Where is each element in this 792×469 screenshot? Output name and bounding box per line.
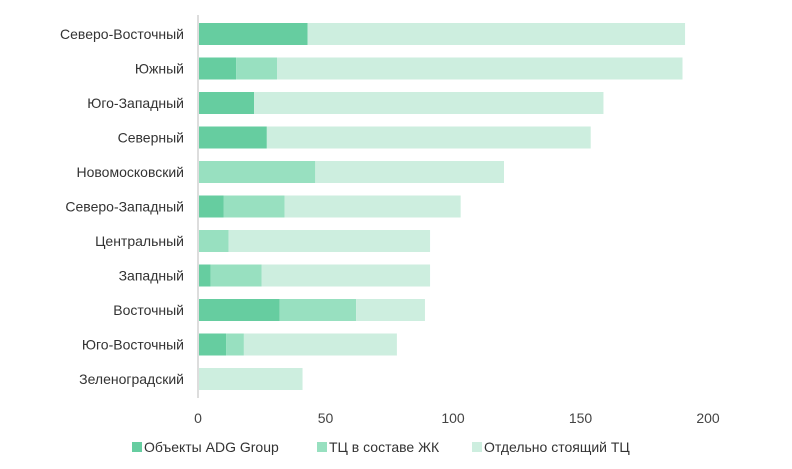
category-label: Зеленоградский (79, 371, 184, 387)
bar-segment (307, 23, 686, 45)
x-tick-label: 150 (569, 410, 593, 426)
bar-segment (228, 230, 431, 252)
x-tick-label: 0 (194, 410, 202, 426)
bar-segment (198, 57, 237, 80)
category-label: Западный (119, 268, 184, 284)
category-label: Северо-Западный (65, 199, 184, 215)
bar-segment (198, 126, 267, 149)
category-label: Новомосковский (77, 164, 185, 180)
legend-swatch (317, 442, 327, 452)
bar-segment (315, 161, 504, 183)
x-tick-label: 200 (696, 410, 720, 426)
legend-label: ТЦ в составе ЖК (329, 439, 440, 455)
category-label: Юго-Западный (87, 95, 184, 111)
bar-segment (266, 126, 591, 149)
category-label: Северо-Восточный (60, 26, 184, 42)
category-label: Восточный (113, 302, 184, 318)
bar-segment (198, 299, 280, 321)
bar-segment (261, 264, 431, 287)
bar-segment (254, 92, 604, 114)
bar-segment (198, 368, 303, 390)
bar-segment (198, 230, 229, 252)
category-label: Центральный (95, 233, 184, 249)
bar-segment (198, 92, 255, 114)
legend-label: Объекты ADG Group (144, 439, 279, 455)
legend-swatch (132, 442, 142, 452)
bar-segment (210, 264, 262, 287)
bar-segment (236, 57, 278, 80)
bar-segment (198, 23, 308, 45)
bar-segment (223, 195, 285, 218)
category-label: Северный (118, 130, 184, 146)
legend-swatch (472, 442, 482, 452)
bar-segment (284, 195, 461, 218)
bar-segment (279, 299, 357, 321)
bar-segment (198, 161, 316, 183)
bar-segment (198, 195, 224, 218)
x-tick-label: 50 (318, 410, 334, 426)
bar-segment (243, 333, 397, 356)
category-label: Южный (135, 61, 184, 77)
x-tick-label: 100 (441, 410, 465, 426)
bar-segment (198, 333, 227, 356)
legend-label: Отдельно стоящий ТЦ (484, 439, 630, 455)
bar-segment (226, 333, 244, 356)
bar-segment (277, 57, 683, 80)
bar-segment (198, 264, 211, 287)
category-label: Юго-Восточный (82, 337, 184, 353)
bar-segment (356, 299, 425, 321)
